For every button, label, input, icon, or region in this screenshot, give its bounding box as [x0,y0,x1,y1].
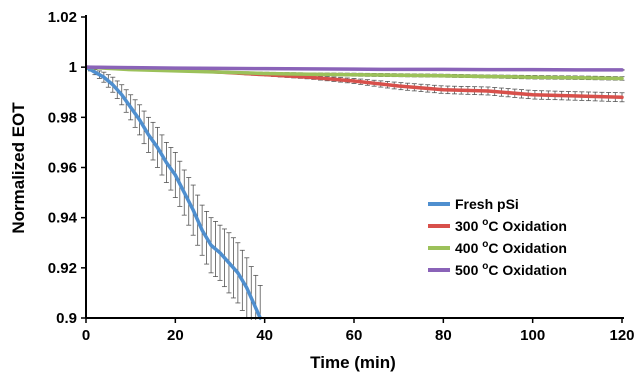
x-tick-label: 80 [435,327,452,344]
x-axis-title: Time (min) [310,353,396,372]
series-line-3 [86,65,624,72]
error-bars [87,66,625,320]
series-lines [86,65,624,320]
y-tick-label: 1.02 [48,9,77,26]
x-tick-label: 20 [167,327,184,344]
y-axis-title: Normalized EOT [9,102,28,234]
series-line-0 [86,65,262,320]
legend-label: 500 oC Oxidation [455,261,567,278]
y-tick-label: 1 [69,59,77,76]
y-tick-label: 0.96 [48,160,77,177]
legend-label: 300 oC Oxidation [455,217,567,234]
x-axis-ticks: 0 20 40 60 80 100 120 [82,318,635,344]
y-tick-label: 0.94 [48,210,78,227]
y-tick-label: 0.9 [56,310,77,327]
y-axis-ticks: 0.9 0.92 0.94 0.96 0.98 1 1.02 [48,9,86,327]
y-tick-label: 0.92 [48,260,77,277]
x-tick-label: 60 [346,327,363,344]
x-tick-label: 100 [520,327,545,344]
legend-label: 400 oC Oxidation [455,239,567,256]
x-tick-label: 0 [82,327,90,344]
legend-label: Fresh pSi [455,196,519,212]
series-line-2 [86,65,624,81]
y-tick-label: 0.98 [48,109,77,126]
x-tick-label: 120 [609,327,634,344]
legend: Fresh pSi 300 oC Oxidation 400 oC Oxidatio… [428,196,567,278]
x-tick-label: 40 [256,327,273,344]
